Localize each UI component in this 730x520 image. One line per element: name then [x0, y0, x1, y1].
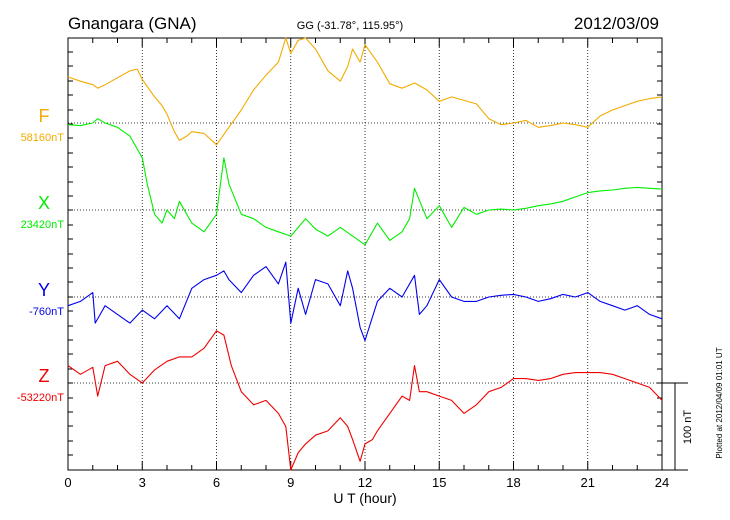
x-axis-label: U T (hour) — [333, 490, 396, 506]
x-tick-label: 18 — [506, 475, 520, 490]
series-name-f: F — [39, 106, 50, 126]
x-tick-label: 12 — [358, 475, 372, 490]
x-tick-label: 24 — [655, 475, 669, 490]
series-line-f — [67, 37, 663, 146]
x-tick-label: 3 — [139, 475, 146, 490]
series-traces — [67, 37, 663, 471]
series-line-z — [67, 330, 663, 471]
x-tick-labels: 0 3 6 9 12 15 18 21 24 — [64, 475, 669, 490]
series-name-y: Y — [38, 280, 50, 300]
series-name-z: Z — [39, 366, 50, 386]
station-title: Gnangara (GNA) — [68, 14, 197, 33]
series-line-y — [67, 261, 663, 342]
axis-ticks — [67, 38, 663, 471]
x-tick-label: 0 — [64, 475, 71, 490]
grid-lines — [68, 38, 662, 470]
scale-bar-label: 100 nT — [682, 410, 694, 445]
series-labels: F 58160nT X 23420nT Y -760nT Z -53220nT — [17, 106, 64, 404]
plotted-timestamp: Plotted at 2012/04/09 01:01 UT — [715, 347, 724, 458]
x-tick-label: 15 — [432, 475, 446, 490]
chart-date: 2012/03/09 — [574, 14, 659, 33]
scale-bar: 100 nT — [662, 382, 694, 471]
series-baseline-z: -53220nT — [17, 392, 64, 404]
x-tick-label: 6 — [213, 475, 220, 490]
x-tick-label: 21 — [581, 475, 595, 490]
station-coordinates: GG (-31.78°, 115.95°) — [297, 20, 403, 32]
series-baseline-y: -760nT — [29, 306, 64, 318]
series-baseline-x: 23420nT — [21, 219, 65, 231]
series-name-x: X — [38, 193, 50, 213]
series-line-x — [67, 118, 663, 246]
series-baseline-f: 58160nT — [21, 132, 65, 144]
x-tick-label: 9 — [287, 475, 294, 490]
